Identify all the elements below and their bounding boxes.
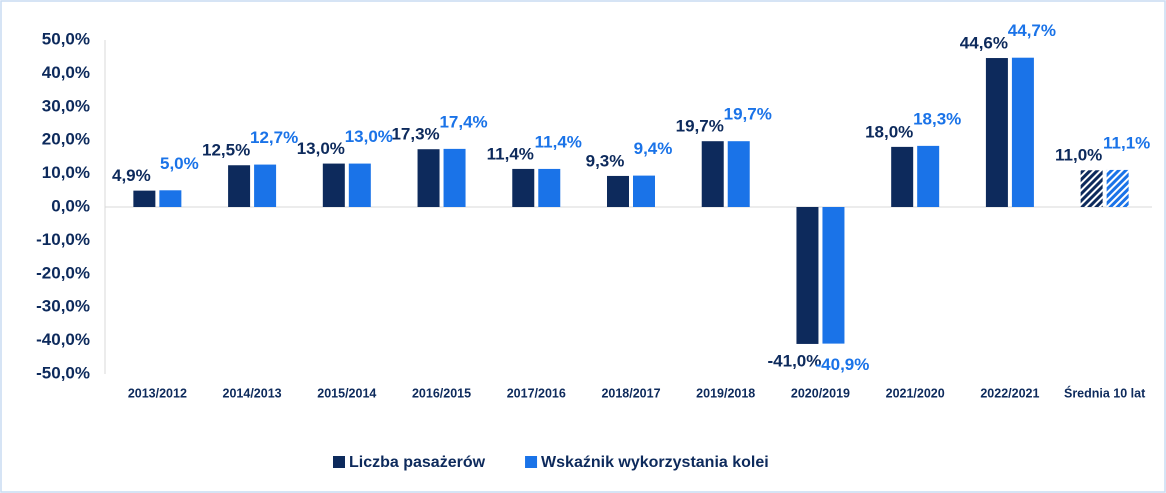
value-label: -41,0%	[768, 351, 822, 370]
bar	[348, 163, 371, 207]
y-tick-label: 50,0%	[42, 29, 90, 48]
y-tick-label: -40,0%	[36, 330, 90, 349]
bar	[1080, 170, 1103, 207]
value-label: 9,4%	[634, 139, 673, 158]
legend-swatch	[525, 456, 538, 468]
y-tick-label: -30,0%	[36, 297, 90, 316]
value-label: 44,6%	[960, 34, 1008, 53]
value-label: 18,3%	[913, 109, 961, 128]
bar	[607, 175, 629, 207]
bar	[159, 190, 182, 207]
bar	[1011, 57, 1034, 208]
x-tick-label: 2016/2015	[412, 386, 471, 400]
bar	[254, 164, 277, 207]
value-label: 19,7%	[676, 117, 724, 136]
x-tick-label: 2018/2017	[601, 386, 660, 400]
y-tick-label: 0,0%	[51, 196, 90, 215]
bar	[701, 141, 724, 207]
value-label: 4,9%	[112, 166, 151, 185]
x-tick-label: 2021/2020	[886, 386, 945, 400]
bar	[228, 165, 251, 207]
value-label: 13,0%	[297, 139, 345, 158]
value-label: 11,4%	[535, 132, 582, 151]
bar	[822, 207, 845, 344]
bar	[1106, 169, 1129, 207]
y-tick-label: 40,0%	[42, 63, 90, 82]
y-tick-label: -50,0%	[36, 363, 90, 382]
x-tick-label: 2014/2013	[223, 386, 282, 400]
legend-label: Wskaźnik wykorzystania kolei	[541, 454, 769, 471]
x-tick-label: Średnia 10 lat	[1064, 385, 1146, 400]
bar	[538, 168, 561, 207]
value-label: 11,1%	[1103, 133, 1150, 152]
value-label: 5,0%	[160, 154, 199, 173]
y-tick-label: 10,0%	[42, 163, 90, 182]
value-label: 18,0%	[865, 122, 913, 141]
value-label: 17,3%	[391, 125, 439, 144]
legend-swatch	[333, 456, 345, 468]
x-tick-label: 2019/2018	[696, 386, 755, 400]
x-tick-label: 2017/2016	[507, 386, 566, 400]
value-label: 9,3%	[586, 151, 625, 170]
value-label: 12,5%	[202, 141, 250, 160]
value-label: 13,0%	[345, 127, 393, 146]
value-label: 11,4%	[487, 144, 534, 163]
bar	[322, 163, 345, 207]
bar	[133, 190, 156, 207]
bar	[985, 58, 1008, 208]
x-tick-label: 2013/2012	[128, 386, 187, 400]
x-tick-label: 2020/2019	[791, 386, 850, 400]
bar	[512, 168, 535, 207]
bar	[727, 141, 750, 207]
value-label: 19,7%	[724, 105, 772, 124]
value-label: 44,7%	[1008, 21, 1056, 40]
bar	[443, 148, 466, 207]
y-tick-label: -10,0%	[36, 230, 90, 249]
bar	[891, 146, 914, 207]
bar	[917, 145, 940, 207]
y-tick-label: -20,0%	[36, 263, 90, 282]
y-tick-label: 30,0%	[42, 96, 90, 115]
x-tick-label: 2015/2014	[317, 386, 376, 400]
value-label: -40,9%	[816, 355, 870, 374]
value-label: 17,4%	[439, 112, 487, 131]
bar	[633, 175, 655, 207]
value-label: 12,7%	[250, 128, 298, 147]
legend-label: Liczba pasażerów	[349, 454, 486, 471]
x-tick-label: 2022/2021	[980, 386, 1039, 400]
y-tick-label: 20,0%	[42, 130, 90, 149]
bar	[417, 149, 440, 207]
value-label: 11,0%	[1055, 146, 1102, 165]
bar	[796, 207, 819, 344]
